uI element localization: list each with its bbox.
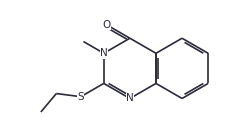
Text: N: N bbox=[100, 48, 108, 58]
Text: S: S bbox=[77, 92, 84, 102]
Text: N: N bbox=[126, 93, 134, 103]
Text: O: O bbox=[103, 20, 111, 30]
